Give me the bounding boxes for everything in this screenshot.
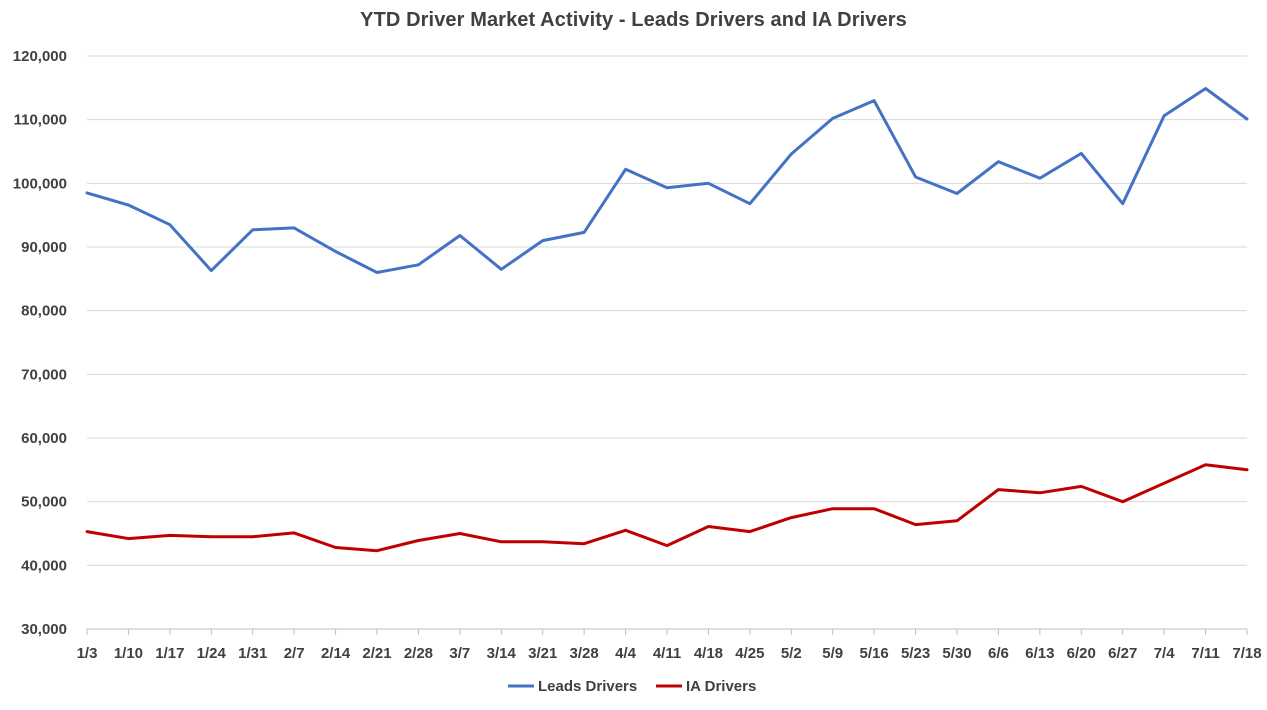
x-tick-label: 4/25 bbox=[735, 645, 764, 662]
x-tick-label: 7/11 bbox=[1191, 645, 1219, 662]
x-tick-label: 5/9 bbox=[822, 645, 843, 662]
y-tick-label: 60,000 bbox=[21, 430, 67, 447]
y-axis: 30,000 40,000 50,000 60,000 70,000 80,000 90,0… bbox=[13, 48, 67, 638]
y-tick-label: 120,000 bbox=[13, 48, 67, 65]
chart-title: YTD Driver Market Activity - Leads Drive… bbox=[360, 9, 907, 31]
x-tick-label: 3/28 bbox=[570, 645, 599, 662]
x-tick-label: 6/20 bbox=[1067, 645, 1096, 662]
x-tick-label: 1/31 bbox=[238, 645, 267, 662]
gridlines bbox=[87, 55, 1247, 566]
x-tick-label: 1/3 bbox=[77, 645, 98, 662]
x-tick-label: 6/13 bbox=[1025, 645, 1054, 662]
x-tick-label: 5/2 bbox=[781, 645, 802, 662]
x-tick-label: 5/16 bbox=[860, 645, 889, 662]
x-tick-label: 1/10 bbox=[114, 645, 143, 662]
x-tick-label: 7/4 bbox=[1154, 645, 1176, 662]
y-tick-label: 100,000 bbox=[13, 175, 67, 192]
x-tick-label: 5/30 bbox=[942, 645, 971, 662]
series-line-ia-drivers bbox=[85, 463, 1249, 553]
y-tick-label: 90,000 bbox=[21, 239, 67, 256]
y-tick-label: 80,000 bbox=[21, 303, 67, 320]
x-axis: 1/3 1/10 1/17 1/24 1/31 2/7 2/14 2/21 2/28 3/7 3/1… bbox=[77, 628, 1262, 662]
x-tick-label: 3/7 bbox=[449, 645, 470, 662]
legend-label: IA Drivers bbox=[686, 678, 756, 695]
x-tick-label: 2/28 bbox=[404, 645, 433, 662]
x-tick-label: 7/18 bbox=[1232, 645, 1261, 662]
y-tick-label: 50,000 bbox=[21, 494, 67, 511]
series-line-leads-drivers bbox=[85, 87, 1249, 274]
x-tick-label: 2/21 bbox=[362, 645, 391, 662]
x-tick-label: 4/18 bbox=[694, 645, 723, 662]
x-tick-label: 3/14 bbox=[487, 645, 517, 662]
y-tick-label: 40,000 bbox=[21, 557, 67, 574]
x-tick-label: 4/4 bbox=[615, 645, 637, 662]
legend-label: Leads Drivers bbox=[538, 678, 637, 695]
y-tick-label: 70,000 bbox=[21, 366, 67, 383]
x-tick-label: 5/23 bbox=[901, 645, 930, 662]
x-tick-label: 2/14 bbox=[321, 645, 351, 662]
series-lines bbox=[85, 87, 1249, 553]
x-tick-label: 4/11 bbox=[653, 645, 681, 662]
y-tick-label: 30,000 bbox=[21, 621, 67, 638]
y-tick-label: 110,000 bbox=[14, 112, 67, 129]
x-tick-label: 3/21 bbox=[528, 645, 557, 662]
x-tick-label: 2/7 bbox=[284, 645, 305, 662]
x-tick-label: 6/27 bbox=[1108, 645, 1137, 662]
x-tick-label: 1/17 bbox=[155, 645, 184, 662]
x-tick-label: 1/24 bbox=[197, 645, 227, 662]
legend: Leads Drivers IA Drivers bbox=[508, 678, 756, 695]
x-tick-label: 6/6 bbox=[988, 645, 1009, 662]
